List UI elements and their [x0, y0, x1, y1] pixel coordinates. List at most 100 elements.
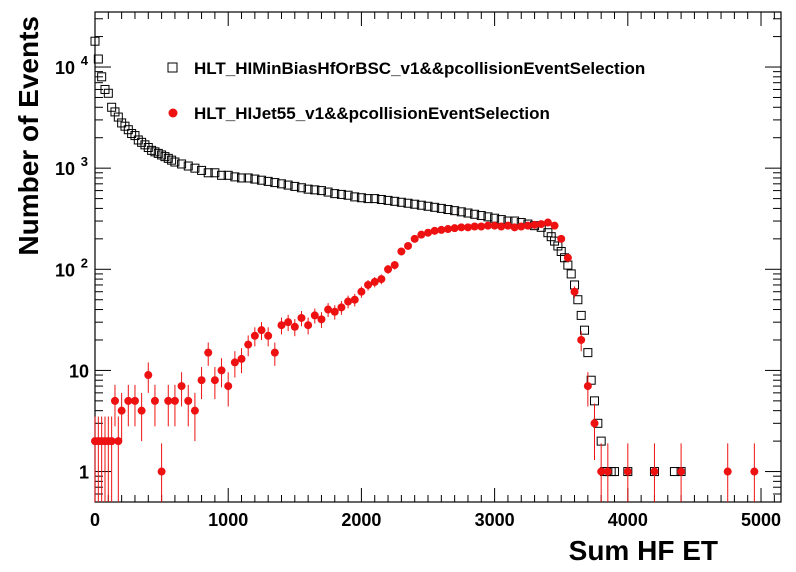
data-point: [677, 467, 686, 476]
data-point: [356, 193, 366, 203]
data-point: [383, 195, 393, 205]
data-point: [623, 467, 632, 476]
data-point: [476, 211, 486, 221]
data-point: [250, 331, 259, 340]
data-point: [344, 297, 353, 306]
data-point: [310, 185, 320, 195]
data-point: [410, 234, 419, 243]
data-point: [113, 112, 123, 122]
data-point: [443, 205, 453, 215]
data-point: [483, 212, 493, 222]
data-point: [384, 265, 393, 274]
data-point: [556, 246, 566, 256]
data-point: [217, 366, 226, 375]
data-point: [450, 206, 460, 216]
data-point: [403, 198, 413, 208]
y-tick-exponent: 4: [81, 53, 89, 68]
data-point: [90, 36, 100, 46]
x-tick-label: 5000: [741, 510, 781, 530]
data-point: [250, 174, 260, 184]
data-point: [177, 382, 186, 391]
data-point: [117, 118, 127, 128]
data-point: [243, 173, 253, 183]
x-axis-label: Sum HF ET: [569, 535, 718, 566]
data-point: [270, 348, 279, 357]
data-point: [310, 311, 319, 320]
x-tick-label: 2000: [341, 510, 381, 530]
data-point: [190, 163, 200, 173]
data-point: [230, 172, 240, 182]
data-point: [157, 467, 166, 476]
data-point: [430, 226, 439, 235]
data-point: [343, 190, 353, 200]
data-point: [170, 396, 179, 405]
data-point: [510, 223, 519, 232]
data-point: [390, 196, 400, 206]
data-point: [296, 183, 306, 193]
x-tick-label: 3000: [475, 510, 515, 530]
data-point: [463, 208, 473, 218]
data-point: [456, 207, 466, 217]
data-point: [723, 467, 732, 476]
data-point: [563, 253, 572, 262]
data-point: [97, 72, 107, 82]
data-point: [237, 173, 247, 183]
data-point: [330, 307, 339, 316]
data-point: [107, 437, 116, 446]
data-point: [424, 228, 433, 237]
y-tick-exponent: 3: [81, 154, 88, 169]
data-point: [133, 135, 143, 145]
data-point: [263, 176, 273, 186]
data-point: [204, 348, 213, 357]
data-point: [144, 371, 153, 380]
data-point: [140, 140, 150, 150]
data-point: [223, 170, 233, 180]
data-point: [107, 102, 117, 112]
data-point: [317, 315, 326, 324]
data-point: [553, 241, 563, 251]
y-tick-label: 10: [69, 361, 89, 381]
data-point: [483, 221, 492, 230]
data-point: [290, 322, 299, 331]
data-point: [283, 180, 293, 190]
data-point: [580, 325, 590, 335]
y-tick-exponent: 2: [81, 255, 88, 270]
data-point: [197, 165, 207, 175]
data-point: [224, 382, 233, 391]
data-point: [583, 348, 593, 358]
data-point: [417, 230, 426, 239]
data-point: [153, 148, 163, 158]
data-point: [257, 175, 267, 185]
data-point: [184, 396, 193, 405]
data-point: [357, 287, 366, 296]
data-point: [103, 88, 113, 98]
data-point: [130, 396, 139, 405]
data-point: [290, 181, 300, 191]
data-point: [183, 161, 193, 171]
data-point: [523, 221, 532, 230]
data-point: [337, 303, 346, 312]
x-tick-label: 4000: [608, 510, 648, 530]
data-point: [244, 340, 253, 349]
y-axis-label: Number of Events: [13, 16, 44, 256]
data-point: [390, 261, 399, 270]
data-point: [110, 107, 120, 117]
data-point: [170, 157, 180, 167]
data-point: [316, 186, 326, 196]
data-point: [137, 406, 146, 415]
data-point: [203, 168, 213, 178]
data-point: [370, 194, 380, 204]
series-1: [91, 218, 759, 502]
data-point: [436, 203, 446, 213]
data-point: [566, 269, 576, 279]
data-point: [457, 223, 466, 232]
data-point: [416, 200, 426, 210]
data-point: [364, 280, 373, 289]
data-point: [264, 331, 273, 340]
data-point: [336, 189, 346, 199]
data-point: [330, 189, 340, 199]
data-point: [557, 234, 566, 243]
data-point: [477, 222, 486, 231]
data-point: [164, 396, 173, 405]
legend: HLT_HIMinBiasHfOrBSC_v1&&pcollisionEvent…: [167, 59, 645, 123]
